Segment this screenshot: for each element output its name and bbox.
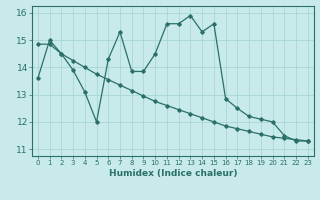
X-axis label: Humidex (Indice chaleur): Humidex (Indice chaleur) xyxy=(108,169,237,178)
